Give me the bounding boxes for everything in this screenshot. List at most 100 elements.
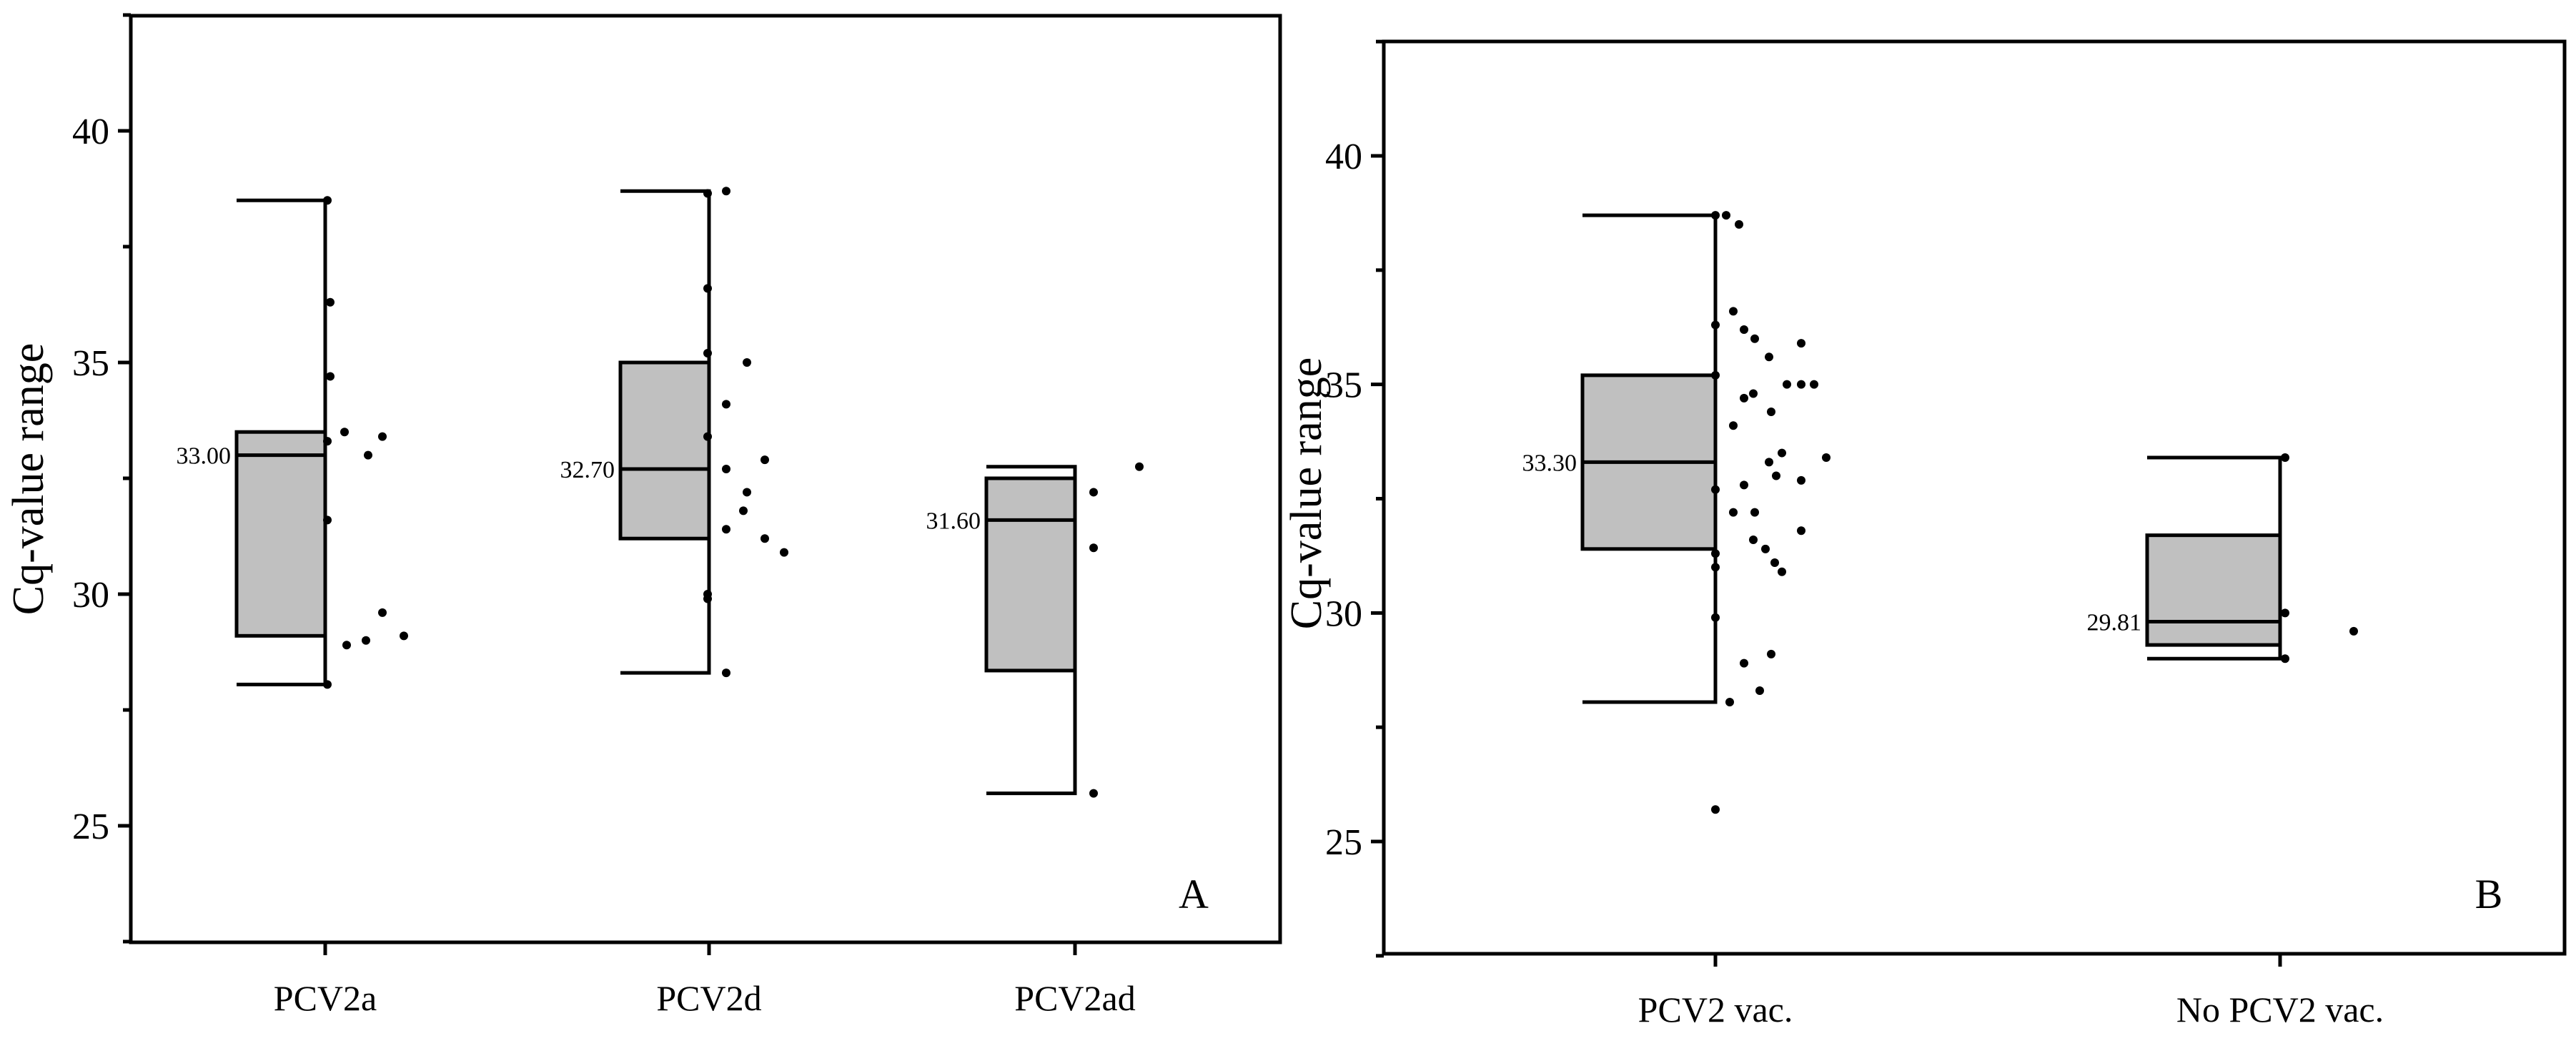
data-point [1729, 307, 1738, 316]
y-tick-label: 25 [1325, 822, 1362, 863]
data-point [703, 189, 712, 198]
data-point [1749, 536, 1758, 545]
panel-b-y-axis-label: Cq-value range [1282, 357, 1331, 629]
data-point [2281, 608, 2289, 618]
data-point [703, 594, 712, 603]
box-iqr [618, 360, 711, 541]
panel-a-label: A [1179, 871, 1209, 917]
x-tick-label-pcv2-vac: PCV2 vac. [1638, 990, 1793, 1030]
data-point [342, 641, 351, 650]
data-point [1711, 485, 1720, 494]
box-pcv2d: 32.70 [560, 187, 788, 678]
median-label: 33.30 [1522, 450, 1577, 476]
median-label: 32.70 [560, 457, 615, 483]
data-point [1711, 320, 1720, 330]
data-point [1778, 567, 1786, 576]
y-tick-label: 30 [1325, 593, 1362, 634]
data-point [1755, 686, 1764, 696]
panel-b: Cq-value range 25 30 35 40 PCV2 vac. No PCV2… [1282, 39, 2567, 1030]
data-point [722, 465, 730, 474]
data-point [323, 680, 332, 689]
box-whisker [1582, 213, 1718, 704]
data-point [1722, 211, 1730, 220]
data-point [1761, 544, 1770, 553]
data-point [761, 534, 769, 543]
box-iqr [984, 476, 1077, 673]
data-point [703, 432, 712, 441]
panel-a: Cq-value range 25 30 35 40 PCV2a PCV2d PCV2ad… [4, 13, 1282, 1018]
data-point [1711, 549, 1720, 558]
data-point [1740, 325, 1748, 334]
x-tick-label-pcv2d: PCV2d [656, 978, 761, 1018]
y-tick-label: 35 [72, 343, 109, 384]
data-point [1711, 370, 1720, 380]
data-point [323, 515, 332, 525]
panel-a-x-ticks: PCV2a PCV2d PCV2ad [274, 942, 1136, 1018]
data-point [1089, 543, 1098, 553]
box-pcv2-vac: 33.30 [1522, 211, 1831, 814]
data-point [1772, 471, 1780, 480]
data-point [703, 349, 712, 358]
box-pcv2a: 33.00 [177, 196, 408, 689]
data-point [1735, 219, 1743, 229]
box-iqr [2145, 533, 2282, 647]
data-point [743, 488, 751, 497]
data-point [1778, 448, 1786, 458]
data-point [326, 372, 335, 381]
data-point [743, 358, 751, 367]
data-point [1725, 698, 1734, 707]
data-point [1729, 508, 1738, 517]
median-label: 31.60 [926, 508, 981, 534]
data-point [722, 525, 730, 534]
box-whisker [620, 189, 711, 675]
panel-a-y-axis-label: Cq-value range [4, 343, 53, 615]
data-point [1089, 488, 1098, 497]
data-point [1711, 211, 1720, 220]
data-point [1770, 558, 1779, 568]
data-point [378, 608, 387, 617]
y-tick-label: 30 [72, 575, 109, 616]
data-point [362, 636, 370, 645]
data-point [1767, 408, 1775, 417]
data-point [722, 668, 730, 678]
data-point [323, 196, 332, 205]
data-point [1797, 380, 1805, 389]
data-point [340, 428, 349, 437]
y-tick-label: 40 [1325, 137, 1362, 177]
median-label: 33.00 [177, 443, 232, 470]
data-point [1740, 480, 1748, 490]
box-iqr [234, 430, 327, 638]
data-point [761, 455, 769, 465]
data-point [722, 187, 730, 196]
data-point [1711, 563, 1720, 572]
data-point [1783, 380, 1791, 389]
y-tick-label: 25 [72, 806, 109, 847]
box-whisker [2147, 455, 2282, 661]
data-point [1750, 334, 1759, 343]
data-point [1740, 393, 1748, 403]
data-point [780, 548, 788, 557]
data-point [1740, 658, 1748, 668]
data-point [1729, 421, 1738, 430]
data-point [739, 506, 748, 515]
panel-a-y-ticks: 25 30 35 40 [72, 13, 131, 944]
data-point [1797, 339, 1805, 348]
panel-b-boxes: 33.30 29.81 [1522, 211, 2358, 814]
panel-b-frame [1382, 39, 2567, 956]
data-point [1765, 352, 1773, 362]
data-point [1750, 508, 1759, 517]
data-point [1135, 462, 1144, 471]
box-no-pcv2-vac: 29.81 [2087, 453, 2358, 663]
box-whisker [986, 465, 1077, 796]
data-point [2349, 626, 2358, 636]
data-point [1822, 453, 1831, 462]
panel-a-boxes: 33.00 32.70 31.60 [177, 187, 1144, 798]
data-point [1767, 649, 1775, 658]
data-point [1711, 613, 1720, 622]
data-point [1810, 380, 1818, 389]
x-tick-label-pcv2a: PCV2a [274, 978, 377, 1018]
data-point [722, 400, 730, 409]
data-point [1089, 789, 1098, 798]
data-point [378, 432, 387, 441]
